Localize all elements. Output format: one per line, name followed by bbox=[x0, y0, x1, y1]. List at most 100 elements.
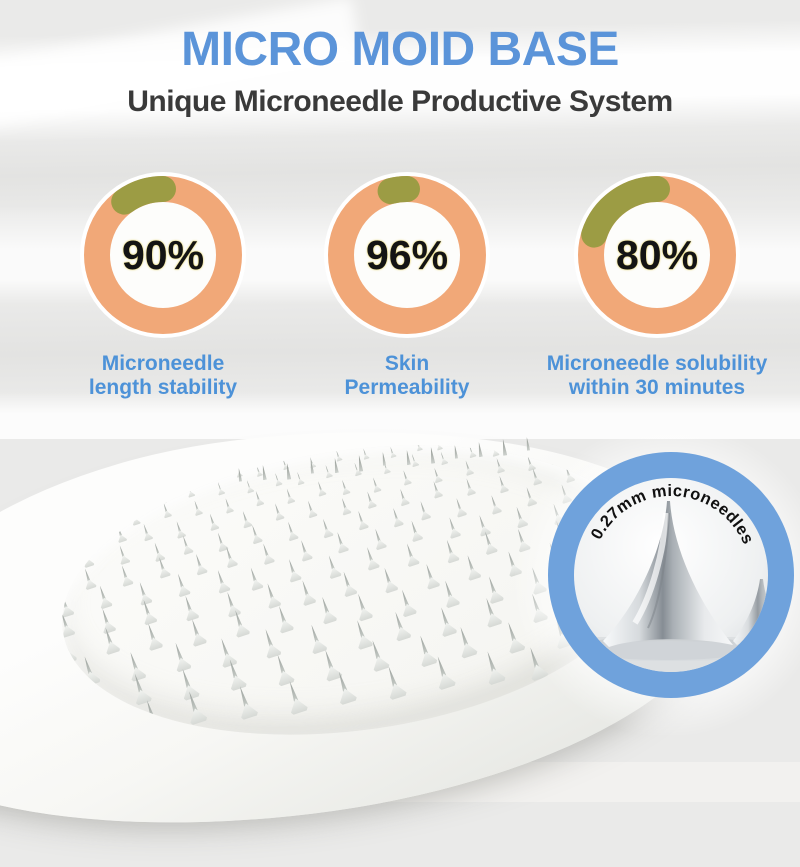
needle bbox=[441, 538, 460, 564]
needle bbox=[363, 490, 377, 509]
stat-label-line2: length stability bbox=[88, 375, 238, 399]
needle bbox=[380, 460, 391, 475]
needle bbox=[416, 499, 432, 521]
needle bbox=[296, 578, 317, 606]
needle bbox=[380, 663, 407, 700]
needle bbox=[338, 479, 350, 496]
needle bbox=[480, 529, 499, 555]
needle bbox=[429, 653, 456, 690]
needle bbox=[322, 464, 333, 479]
needle bbox=[444, 516, 461, 540]
needle bbox=[332, 530, 349, 554]
needle bbox=[406, 519, 423, 543]
needle bbox=[231, 683, 258, 720]
page-subtitle: Unique Microneedle Productive System bbox=[127, 85, 673, 118]
needle bbox=[461, 553, 482, 581]
stat-label-line1: Skin bbox=[384, 352, 430, 375]
needle bbox=[178, 534, 194, 556]
needle bbox=[304, 499, 318, 518]
needle bbox=[400, 469, 412, 486]
needle bbox=[248, 523, 264, 545]
header: MICRO MOID BASE Unique Microneedle Produ… bbox=[0, 0, 800, 119]
donut-percent-label: 96% bbox=[365, 231, 449, 278]
needle bbox=[614, 412, 623, 425]
stat-label: Microneedle length stability bbox=[58, 352, 268, 399]
needle bbox=[221, 545, 238, 569]
needle bbox=[272, 604, 294, 634]
needle bbox=[191, 499, 203, 516]
needle bbox=[229, 608, 251, 638]
inset-photo bbox=[574, 501, 768, 672]
needle bbox=[139, 523, 153, 542]
needle bbox=[330, 668, 357, 705]
donut-percent-label: 90% bbox=[121, 231, 205, 278]
needle bbox=[94, 584, 113, 610]
page-title: MICRO MOID BASE bbox=[181, 23, 619, 76]
needle bbox=[153, 556, 170, 580]
needle bbox=[338, 497, 352, 516]
needle bbox=[295, 539, 312, 563]
needle bbox=[379, 566, 400, 594]
needle bbox=[388, 506, 404, 528]
stat-microneedle-length-stability: 90% Microneedle length stability bbox=[58, 170, 268, 399]
inset-magnifier: 0.27mm microneedles bbox=[548, 452, 794, 698]
needle bbox=[493, 457, 505, 474]
needle bbox=[159, 502, 171, 519]
needle bbox=[284, 557, 303, 583]
needle bbox=[453, 624, 478, 659]
donut-percent-label: 80% bbox=[615, 231, 699, 278]
needle bbox=[479, 648, 506, 685]
needle bbox=[409, 453, 420, 468]
needle bbox=[272, 472, 283, 487]
needle bbox=[294, 471, 305, 486]
needle bbox=[462, 459, 474, 476]
needle bbox=[401, 542, 420, 568]
stat-label-line2: Permeability bbox=[344, 375, 470, 399]
stat-label-line1: Microneedle solubility bbox=[546, 352, 768, 375]
stat-label-line1: Microneedle bbox=[101, 352, 225, 375]
needle bbox=[254, 464, 263, 477]
stat-microneedle-solubility: 80% Microneedle solubility within 30 min… bbox=[528, 170, 786, 399]
needle bbox=[333, 449, 342, 462]
needle bbox=[98, 625, 120, 655]
needle bbox=[271, 502, 285, 521]
needle bbox=[429, 480, 443, 499]
needle bbox=[353, 509, 369, 531]
needle bbox=[115, 543, 131, 565]
needle bbox=[212, 568, 231, 594]
stat-label: Microneedle solubility within 30 minutes bbox=[528, 352, 786, 399]
needle bbox=[181, 688, 208, 725]
needle bbox=[438, 451, 449, 466]
donut-chart-80: 80% bbox=[572, 170, 742, 340]
secondary-microneedle-cone bbox=[733, 579, 768, 645]
needle bbox=[337, 570, 358, 598]
microneedle-cone bbox=[603, 501, 733, 647]
needle bbox=[191, 552, 208, 576]
needle bbox=[388, 445, 397, 458]
needle bbox=[360, 447, 369, 460]
needle bbox=[283, 487, 295, 504]
needle bbox=[315, 595, 337, 625]
cone-shade-line bbox=[647, 512, 670, 629]
needle bbox=[186, 617, 208, 647]
needle bbox=[462, 477, 476, 496]
needle bbox=[420, 562, 441, 590]
needle bbox=[283, 520, 299, 542]
cone-highlight bbox=[632, 512, 669, 625]
donut-chart-90: 90% bbox=[78, 170, 248, 340]
needle bbox=[452, 496, 468, 518]
donut-chart-96: 96% bbox=[322, 170, 492, 340]
needle bbox=[245, 566, 264, 592]
needle bbox=[495, 475, 509, 494]
needle bbox=[222, 497, 234, 514]
needle bbox=[439, 579, 461, 609]
needle bbox=[314, 480, 326, 497]
stat-label-line2: within 30 minutes bbox=[568, 375, 746, 399]
needle bbox=[214, 481, 225, 496]
needle bbox=[396, 488, 410, 507]
needle bbox=[142, 621, 164, 651]
stat-label: Skin Permeability bbox=[302, 352, 512, 399]
needle bbox=[594, 412, 603, 425]
needle bbox=[258, 542, 275, 566]
